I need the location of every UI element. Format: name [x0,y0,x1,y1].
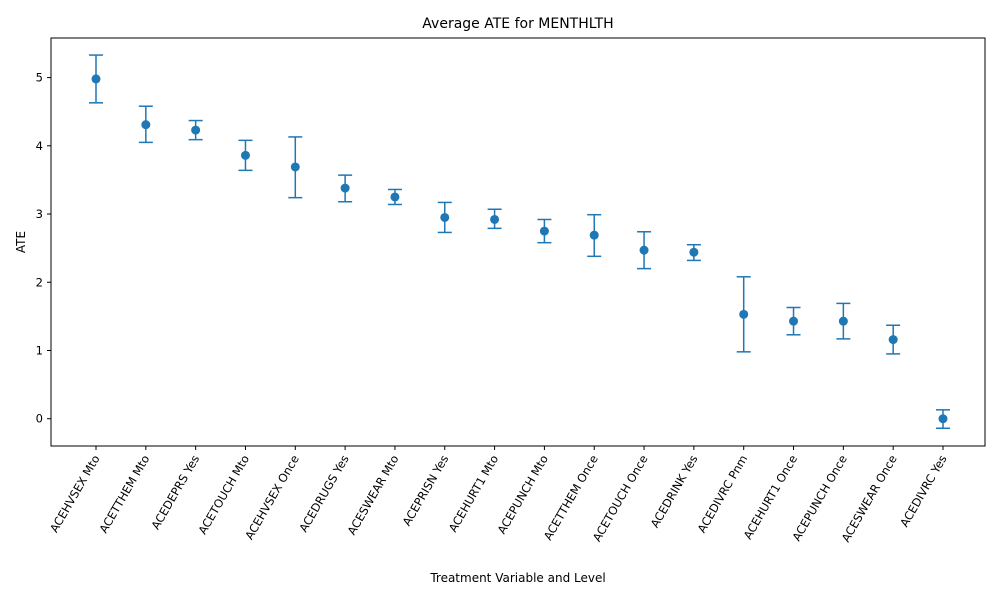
data-point [191,125,201,135]
y-tick-label: 0 [36,412,43,426]
y-tick-label: 4 [36,139,43,153]
y-tick-label: 5 [36,71,43,85]
plot-area-frame [50,37,986,447]
data-point [141,120,151,130]
x-axis-label: Treatment Variable and Level [429,571,605,585]
data-point [838,316,848,326]
data-point [888,335,898,345]
data-point [539,226,549,236]
data-point [390,192,400,202]
data-point [589,230,599,240]
data-point [789,316,799,326]
chart-title: Average ATE for MENTHLTH [422,16,613,32]
data-point [490,214,500,224]
data-point [440,212,450,222]
y-tick-label: 2 [36,275,43,289]
data-point [240,150,250,160]
y-tick-label: 1 [36,343,43,357]
y-axis-label: ATE [14,231,28,253]
data-point [290,162,300,172]
data-point [938,414,948,424]
y-axis: 0 1 2 3 4 5 [36,71,51,426]
data-point [739,309,749,319]
data-point [639,245,649,255]
data-point [340,183,350,193]
data-marks [89,54,950,430]
y-tick-label: 3 [36,207,43,221]
data-point [689,247,699,257]
data-point [91,74,101,84]
